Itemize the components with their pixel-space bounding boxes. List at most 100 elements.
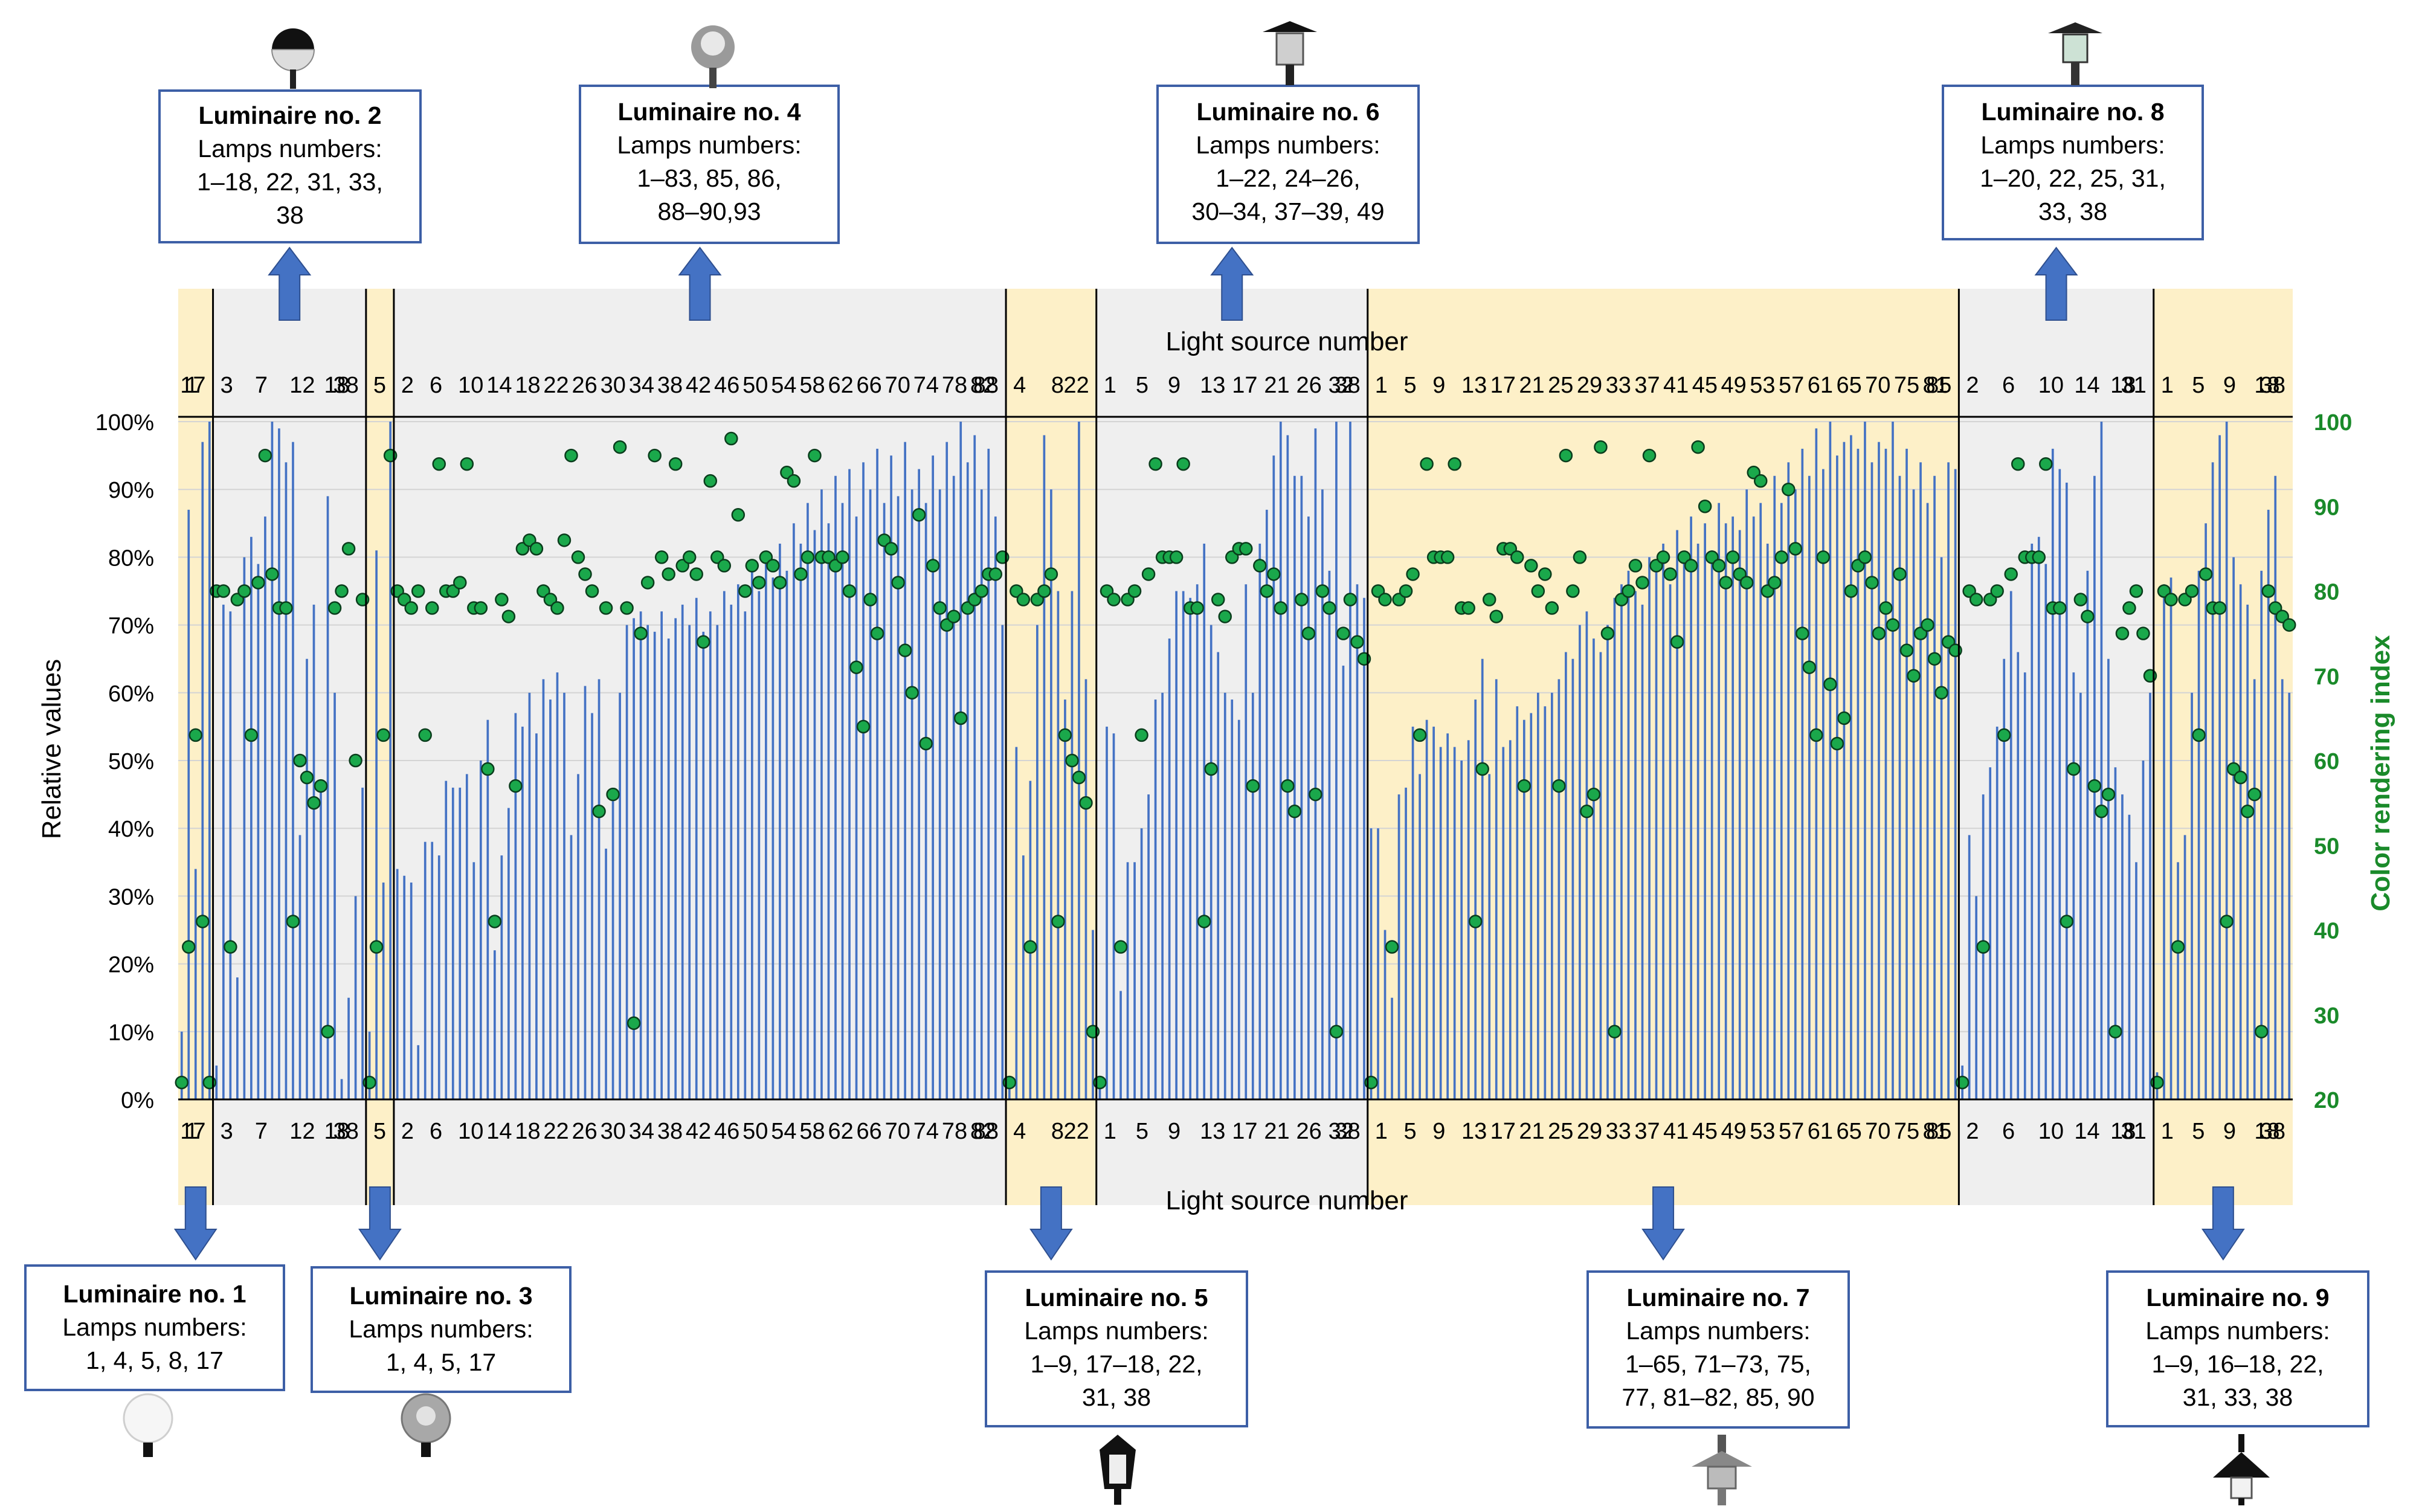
bar [431,841,434,1099]
cri-point [1051,915,1065,928]
bar [653,631,656,1099]
bar [437,855,440,1099]
top-x-tick-label: 17 [1232,373,1257,398]
top-x-tick-label: 29 [1577,373,1602,398]
bar [236,977,239,1099]
cri-point [1976,940,1990,954]
cri-point [1107,593,1121,606]
callout-lamps-text: Lamps numbers: 1, 4, 5, 17 [349,1315,533,1376]
bar [563,692,565,1099]
cri-point [1635,576,1649,590]
cri-point [585,584,599,598]
top-x-tick-label: 26 [572,373,598,398]
bar [1544,706,1547,1099]
bar [771,577,775,1099]
bar [486,719,489,1099]
bar [598,679,601,1099]
bar [1293,475,1296,1099]
cri-point [376,728,390,742]
cri-point [1420,457,1434,471]
cri-point [1211,593,1225,606]
bar [535,733,538,1099]
bar [1349,422,1351,1099]
top-x-tick-label: 5 [373,373,386,398]
cri-point [2122,601,2136,615]
cri-point [2185,584,2199,598]
top-x-tick-label: 9 [2223,373,2236,398]
bar [793,523,795,1099]
top-x-tick-label: 66 [857,373,882,398]
cri-point [2192,728,2206,742]
bar [1878,442,1880,1100]
luminaire-5-arrow-icon [1029,1186,1073,1261]
bar [472,862,475,1099]
top-x-tick-label: 18 [2254,373,2279,398]
bar [1217,652,1220,1099]
cri-point [1907,669,1921,683]
bottom-x-tick-label: 18 [515,1119,540,1144]
luminaire-3-arrow-icon [358,1186,402,1261]
top-x-tick-label: 31 [2121,373,2146,398]
cri-point [2115,626,2130,640]
cri-point [1628,559,1643,573]
bottom-x-tick-label: 42 [686,1119,711,1144]
bar [987,448,990,1099]
left-y-tick-label: 60% [108,681,154,707]
bottom-x-tick-label: 26 [572,1119,598,1144]
cri-point [529,542,544,556]
bar [1516,706,1519,1099]
cri-point [1830,736,1844,751]
bottom-x-tick-label: 45 [1692,1119,1718,1144]
cri-point [1886,618,1900,632]
luminaire-8-arrow-icon [2034,246,2078,321]
bottom-x-tick-label: 21 [1264,1119,1289,1144]
cri-point [1990,584,2004,598]
cri-point [1712,559,1726,573]
bar [910,489,913,1099]
bar [1954,469,1957,1099]
bottom-x-tick-label: 50 [742,1119,768,1144]
bar [1133,862,1136,1099]
callout-luminaire-5: Luminaire no. 5 Lamps numbers: 1–9, 17–1… [985,1270,1248,1427]
bar [841,503,844,1099]
cri-point [481,762,495,776]
cri-point [1927,652,1942,666]
cri-point [634,626,648,640]
bar [243,557,246,1099]
bar [1676,530,1678,1099]
cri-point [1788,542,1803,556]
bar [500,855,503,1099]
cri-point [613,440,627,454]
bar [1884,448,1887,1099]
cri-point [856,719,871,734]
bar [1251,692,1254,1099]
callout-title: Luminaire no. 6 [1196,98,1380,126]
luminaire-3-lamp-icon [401,1393,451,1457]
callout-title: Luminaire no. 4 [617,98,801,126]
cri-point [1309,787,1322,802]
bar [674,618,677,1099]
top-x-tick-label: 9 [1168,373,1181,398]
cri-point [2220,915,2234,928]
bar [1272,455,1275,1099]
cri-point [1475,762,1489,776]
left-y-tick-label: 80% [108,545,154,571]
bar [250,536,253,1099]
bar [765,557,767,1099]
bar [396,869,399,1099]
cri-point [1552,779,1566,793]
bar [494,950,496,1099]
cri-point [836,550,849,564]
bar [2239,584,2242,1099]
bar [215,1065,218,1099]
bar [1495,679,1498,1099]
top-x-tick-label: 30 [601,373,626,398]
cri-point [689,567,703,581]
bar [1669,584,1672,1099]
top-x-tick-label: 10 [458,373,483,398]
bar [1933,475,1936,1099]
top-x-tick-label: 22 [1063,373,1089,398]
callout-title: Luminaire no. 9 [2146,1284,2330,1311]
bar [451,787,454,1099]
bottom-x-tick-label: 2 [1966,1119,1979,1144]
